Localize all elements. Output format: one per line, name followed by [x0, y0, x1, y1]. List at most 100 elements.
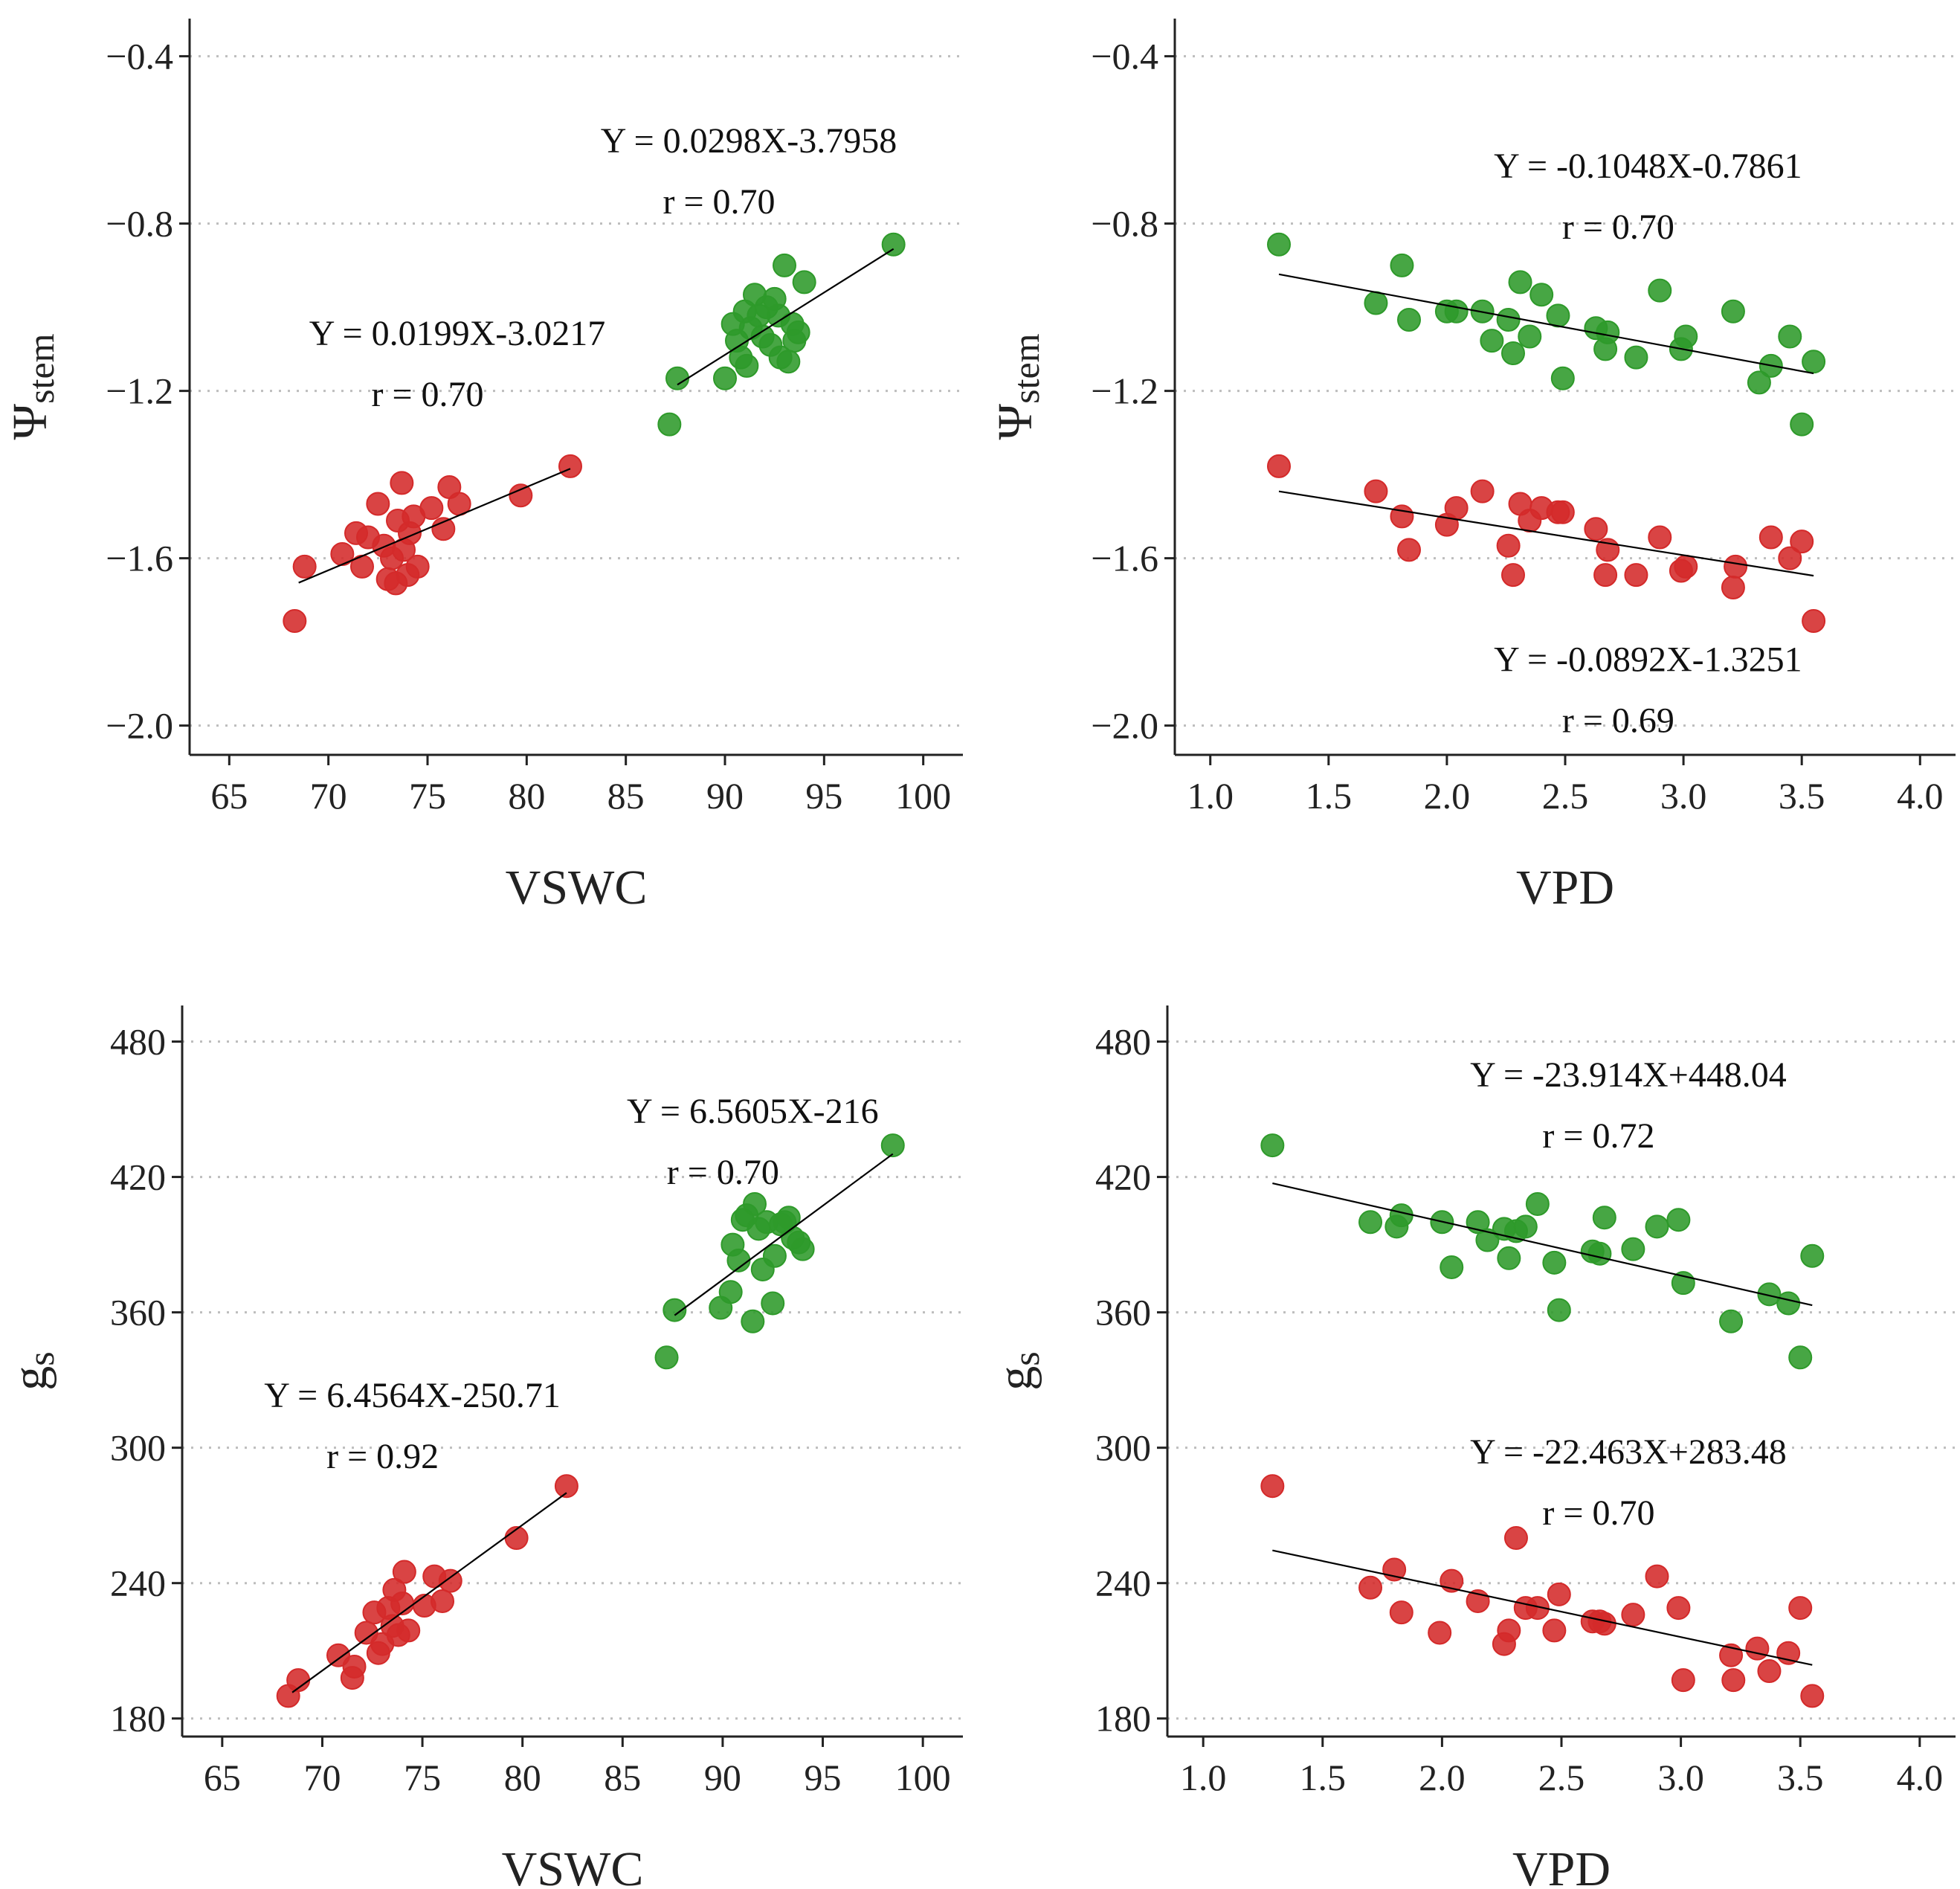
x-tick-label: 75 — [409, 775, 446, 817]
data-point-green — [718, 1280, 743, 1304]
data-point-green — [1757, 1282, 1782, 1307]
data-point-red — [1645, 1564, 1669, 1589]
y-tick-label: −0.8 — [1091, 203, 1158, 245]
y-tick-label: 420 — [1095, 1156, 1151, 1198]
regression-line-green — [1272, 1182, 1813, 1307]
data-point-green — [1497, 1246, 1521, 1270]
x-tick-label: 3.0 — [1657, 1757, 1704, 1798]
data-point-green — [1444, 299, 1469, 324]
y-tick-label: 240 — [110, 1563, 166, 1604]
x-tick-label: 3.0 — [1660, 775, 1707, 817]
x-tick-label: 65 — [210, 775, 248, 817]
y-axis-title: Ψstem — [3, 333, 62, 440]
data-point-green — [713, 366, 737, 390]
x-tick-label: 4.0 — [1897, 775, 1944, 817]
data-point-green — [1721, 299, 1745, 324]
y-axis-title-subscript: stem — [1005, 333, 1047, 404]
data-point-green — [654, 1345, 679, 1370]
y-tick-label: −2.0 — [106, 705, 173, 747]
regression-equation-green: Y = 6.5605X-216 — [627, 1092, 879, 1131]
chart-panel-C: 180 240 300 360 420 480 65 70 75 80 85 90 95 100 VSWC g… — [3, 1005, 963, 1889]
data-point-green — [735, 353, 759, 378]
data-point-green — [880, 1133, 905, 1158]
data-point-green — [1397, 308, 1421, 332]
series-red: Y = -0.0892X-1.3251 r = 0.69 — [1267, 454, 1826, 741]
data-point-green — [1518, 324, 1542, 349]
data-point-red — [1778, 546, 1802, 570]
data-point-red — [405, 554, 430, 579]
x-tick-label: 65 — [204, 1757, 241, 1798]
y-axis-title-main: Ψ — [3, 404, 57, 440]
y-axis-title: Ψstem — [988, 333, 1047, 440]
x-tick-label: 2.5 — [1538, 1757, 1585, 1798]
x-tick-label: 2.0 — [1419, 1757, 1466, 1798]
data-point-green — [1480, 329, 1504, 353]
x-tick-label: 100 — [895, 775, 951, 817]
x-axis-title: VSWC — [506, 860, 648, 915]
data-point-red — [419, 496, 444, 521]
data-point-green — [657, 412, 682, 437]
y-tick-label: −2.0 — [1091, 705, 1158, 747]
data-point-red — [1592, 1612, 1616, 1636]
data-point-red — [1470, 479, 1495, 503]
series-green: Y = 6.5605X-216 r = 0.70 — [627, 1092, 905, 1370]
data-point-red — [1721, 576, 1745, 599]
data-point-red — [1584, 517, 1608, 541]
data-point-green — [1587, 1241, 1612, 1266]
data-point-red — [1719, 1643, 1744, 1667]
data-point-green — [1501, 341, 1525, 365]
data-point-red — [1790, 530, 1814, 554]
data-point-red — [366, 492, 390, 516]
regression-line-red — [291, 1492, 567, 1693]
data-point-green — [1674, 324, 1698, 349]
y-axis-title-subscript: stem — [20, 333, 62, 404]
y-tick-label: 180 — [110, 1698, 166, 1740]
y-axis-title-main: g — [3, 1366, 57, 1391]
x-tick-label: 1.5 — [1306, 775, 1353, 817]
data-point-red — [1547, 1582, 1571, 1606]
correlation-label-red: r = 0.70 — [371, 375, 483, 414]
x-tick-label: 1.0 — [1180, 1757, 1227, 1798]
regression-equation-red: Y = -22.463X+283.48 — [1470, 1432, 1787, 1472]
regression-line-green — [1278, 273, 1814, 375]
correlation-label-green: r = 0.70 — [667, 1153, 779, 1192]
correlation-label-green: r = 0.72 — [1542, 1116, 1654, 1156]
data-point-green — [1747, 370, 1771, 395]
y-tick-label: −1.2 — [106, 370, 173, 412]
data-point-green — [1596, 320, 1620, 344]
data-point-green — [1364, 291, 1388, 315]
data-point-green — [1267, 232, 1291, 257]
data-point-red — [1525, 1596, 1550, 1621]
data-point-green — [1513, 1214, 1538, 1239]
data-point-green — [1389, 1203, 1413, 1228]
data-point-green — [1592, 1206, 1616, 1230]
y-tick-label: 480 — [110, 1021, 166, 1063]
x-tick-label: 2.5 — [1542, 775, 1589, 817]
data-point-green — [1788, 1345, 1813, 1370]
x-tick-label: 1.5 — [1300, 1757, 1347, 1798]
y-axis-title-main: Ψ — [988, 404, 1042, 440]
data-point-green — [665, 366, 689, 390]
y-axis-title-subscript: s — [20, 1351, 62, 1365]
data-point-red — [1389, 1600, 1413, 1625]
chart-panel-D: 180 240 300 360 420 480 1.0 1.5 2.0 2.5 3.0 3.5 4.0 V… — [988, 1005, 1956, 1889]
regression-line-green — [674, 1153, 894, 1316]
data-point-green — [761, 1291, 785, 1316]
data-point-red — [396, 1618, 421, 1643]
regression-equation-red: Y = -0.0892X-1.3251 — [1494, 640, 1802, 680]
data-point-green — [1671, 1271, 1695, 1296]
data-point-green — [1802, 350, 1826, 374]
series-green: Y = 0.0298X-3.7958 r = 0.70 — [601, 121, 906, 437]
y-tick-label: −0.8 — [106, 203, 173, 245]
x-tick-label: 75 — [404, 1757, 441, 1798]
data-point-red — [1593, 563, 1618, 588]
data-point-green — [1666, 1208, 1691, 1232]
series-red: Y = -22.463X+283.48 r = 0.70 — [1260, 1432, 1825, 1708]
y-tick-label: 180 — [1095, 1698, 1151, 1740]
data-point-green — [1776, 1291, 1801, 1316]
x-tick-label: 1.0 — [1187, 775, 1234, 817]
y-tick-label: 300 — [1095, 1427, 1151, 1469]
data-point-green — [1440, 1255, 1464, 1279]
data-point-red — [431, 1589, 454, 1613]
